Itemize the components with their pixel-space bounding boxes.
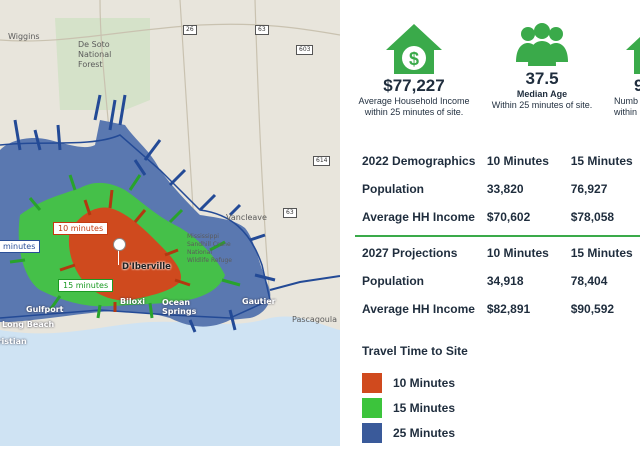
label-25-minutes: minutes [0, 240, 41, 253]
table-header-row: 2027 Projections 10 Minutes 15 Minutes [362, 239, 640, 267]
map-place-diberville: D'Iberville [122, 262, 171, 272]
label-10-minutes: 10 minutes [53, 222, 109, 235]
table-header: 2022 Demographics [362, 154, 476, 168]
stat-sub: within 25 minutes of site. [364, 107, 464, 117]
table-cell: 76,927 [570, 182, 608, 196]
stat-value: $77,227 [383, 76, 445, 95]
route-shield-63: 63 [255, 25, 269, 35]
stat-value: 9 [634, 76, 640, 95]
stat-sub: Within 25 minutes of site. [491, 100, 593, 110]
map-place-long-beach: Long Beach [2, 320, 55, 329]
legend-title: Travel Time to Site [362, 344, 468, 358]
map-place-desoto-forest: De Soto National Forest [78, 40, 112, 69]
demographics-2022-table: 2022 Demographics 10 Minutes 15 Minutes … [362, 147, 640, 231]
site-pin-icon[interactable] [113, 238, 126, 251]
table-cell: $78,058 [570, 210, 615, 224]
table-row: Average HH Income $82,891 $90,592 [362, 295, 640, 323]
key-stats: $ $77,227 Average Household Income withi… [355, 0, 640, 130]
map-place-gulfport: Gulfport [26, 305, 64, 314]
map-place-vancleave: Vancleave [226, 213, 267, 222]
site-pin-stem [118, 249, 119, 265]
table-row: Population 33,820 76,927 [362, 175, 640, 203]
people-icon [516, 23, 568, 66]
map-place-biloxi: Biloxi [120, 297, 145, 306]
legend-item-25: 25 Minutes [362, 423, 455, 443]
legend-swatch [362, 398, 382, 418]
legend-label: 10 Minutes [393, 376, 456, 390]
map-place-ocean-springs: Ocean Springs [162, 298, 197, 316]
table-cell: 34,918 [486, 274, 524, 288]
table-cell: 78,404 [570, 274, 608, 288]
legend-label: 25 Minutes [393, 426, 456, 440]
legend-item-15: 15 Minutes [362, 398, 455, 418]
table-cell: $90,592 [570, 302, 615, 316]
section-divider [355, 235, 640, 237]
svg-text:$: $ [409, 49, 419, 69]
map-canvas [0, 0, 340, 446]
table-cell: Population [362, 274, 424, 288]
stat-label: Numb [614, 96, 639, 106]
map-place-wiggins: Wiggins [8, 32, 40, 41]
table-header: 15 Minutes [570, 246, 633, 260]
legend-item-10: 10 Minutes [362, 373, 455, 393]
table-cell: Population [362, 182, 424, 196]
stat-sub: within [614, 107, 638, 117]
route-shield-614: 614 [313, 156, 331, 166]
map-place-pascagoula: Pascagoula [292, 315, 338, 324]
stat-household-income: $ $77,227 Average Household Income withi… [355, 0, 473, 118]
label-15-minutes: 15 minutes [58, 279, 114, 292]
stat-value: 37.5 [525, 69, 559, 88]
table-header: 2027 Projections [362, 246, 458, 260]
projections-2027-table: 2027 Projections 10 Minutes 15 Minutes P… [362, 239, 640, 323]
table-cell: Average HH Income [362, 210, 475, 224]
route-shield-26: 26 [183, 25, 197, 35]
table-cell: $82,891 [486, 302, 531, 316]
route-shield-603: 603 [296, 45, 314, 55]
stat-label: Average Household Income [358, 96, 470, 106]
table-row: Average HH Income $70,602 $78,058 [362, 203, 640, 231]
legend-label: 15 Minutes [393, 401, 456, 415]
table-header: 15 Minutes [570, 154, 633, 168]
table-header-row: 2022 Demographics 10 Minutes 15 Minutes [362, 147, 640, 175]
table-row: Population 34,918 78,404 [362, 267, 640, 295]
table-cell: $70,602 [486, 210, 531, 224]
table-cell: 33,820 [486, 182, 524, 196]
house-icon [626, 37, 640, 74]
map-place-christian: Christian [0, 337, 27, 346]
stat-median-age: 37.5 Median Age Within 25 minutes of sit… [483, 0, 601, 111]
house-dollar-icon: $ [386, 24, 442, 74]
table-header: 10 Minutes [486, 154, 549, 168]
stat-third-partial: 9 Numb within [610, 0, 640, 118]
table-header: 10 Minutes [486, 246, 549, 260]
drive-time-map[interactable]: Wiggins De Soto National Forest Vancleav… [0, 0, 340, 446]
route-shield-63b: 63 [283, 208, 297, 218]
map-place-wildlife-refuge: Mississippi Sandhill Crane National Wild… [187, 233, 232, 264]
map-place-gautier: Gautier [242, 297, 276, 306]
legend-swatch [362, 423, 382, 443]
table-cell: Average HH Income [362, 302, 475, 316]
stat-label: Median Age [516, 89, 568, 99]
legend-swatch [362, 373, 382, 393]
